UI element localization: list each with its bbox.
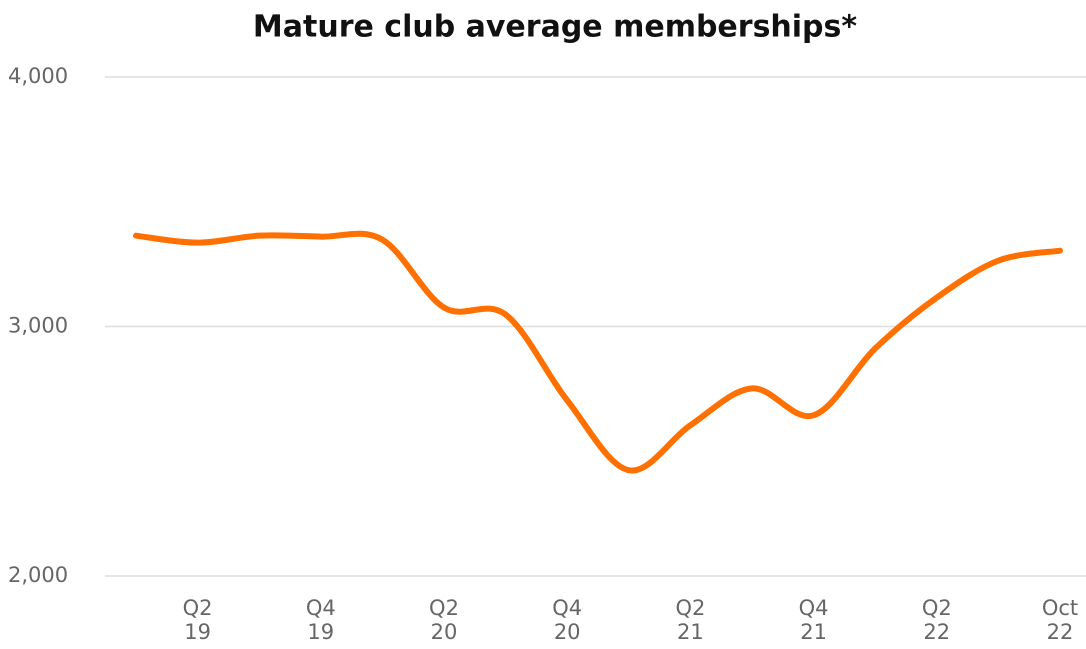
y-tick-label: 4,000 (8, 64, 68, 88)
y-tick-label: 3,000 (8, 314, 68, 338)
x-tick-label: Q4 21 (798, 596, 829, 644)
x-tick-label: Q2 21 (675, 596, 706, 644)
x-tick-label: Q2 19 (182, 596, 213, 644)
x-tick-label: Q4 20 (552, 596, 583, 644)
line (133, 230, 1063, 474)
x-tick-label: Oct 22 (1041, 596, 1079, 644)
y-tick-label: 2,000 (8, 563, 68, 587)
chart-title: Mature club average memberships* (253, 10, 857, 45)
x-tick-label: Q4 19 (305, 596, 336, 644)
x-tick-label: Q2 22 (921, 596, 952, 644)
x-tick-label: Q2 20 (429, 596, 459, 644)
